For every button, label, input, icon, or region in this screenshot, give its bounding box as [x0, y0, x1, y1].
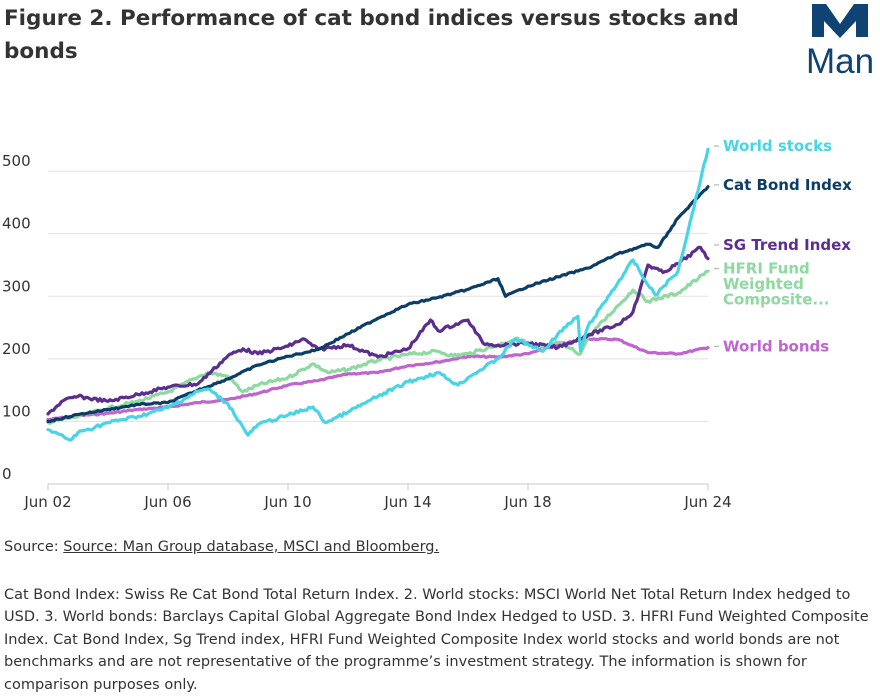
page-title: Figure 2. Performance of cat bond indice… [4, 6, 739, 64]
y-tick-label: 500 [2, 152, 31, 170]
x-tick-label: Jun 14 [383, 493, 431, 511]
series-line [46, 269, 710, 425]
x-tick-label: Jun 02 [23, 493, 71, 511]
source-line: Source: Source: Man Group database, MSCI… [4, 537, 864, 557]
series-label: World bonds [723, 337, 829, 355]
series-label: Cat Bond Index [723, 176, 852, 194]
x-tick-label: Jun 10 [263, 493, 311, 511]
series-line [46, 336, 710, 422]
x-axis-ticks: Jun 02 Jun 06 Jun 10 Jun 14 Jun 18 Jun 24 [23, 484, 732, 511]
series-label: HFRI Fund [723, 260, 810, 278]
logo-wordmark: Man [806, 42, 874, 78]
y-tick-label: 100 [2, 402, 31, 420]
y-axis-ticks: 0 100 200 300 400 500 [2, 152, 31, 483]
x-tick-label: Jun 18 [503, 493, 551, 511]
series-line [46, 245, 710, 416]
source-link[interactable]: Source: Man Group database, MSCI and Blo… [63, 539, 440, 555]
x-tick-label: Jun 06 [143, 493, 191, 511]
man-logo: Man [806, 4, 874, 78]
line-chart: 0 100 200 300 400 500 Jun 02 Jun 06 Jun 10 Jun 1… [2, 137, 852, 511]
gridlines [48, 170, 708, 485]
x-tick-label: Jun 24 [683, 493, 731, 511]
series-label: Composite... [723, 291, 830, 309]
series-label: SG Trend Index [723, 236, 851, 254]
series-label: Weighted [723, 275, 804, 293]
series-line [46, 147, 710, 442]
series-labels: World bonds HFRI FundWeightedComposite...… [714, 137, 852, 355]
logo-m-mark [812, 4, 868, 38]
series-label: World stocks [723, 137, 832, 155]
source-prefix: Source: [4, 539, 59, 555]
footnote-text: Cat Bond Index: Swiss Re Cat Bond Total … [4, 587, 869, 693]
y-tick-label: 0 [2, 465, 12, 483]
y-tick-label: 400 [2, 215, 31, 233]
series-line [46, 185, 710, 424]
series-lines [46, 147, 710, 442]
y-tick-label: 300 [2, 277, 31, 295]
y-tick-label: 200 [2, 340, 31, 358]
